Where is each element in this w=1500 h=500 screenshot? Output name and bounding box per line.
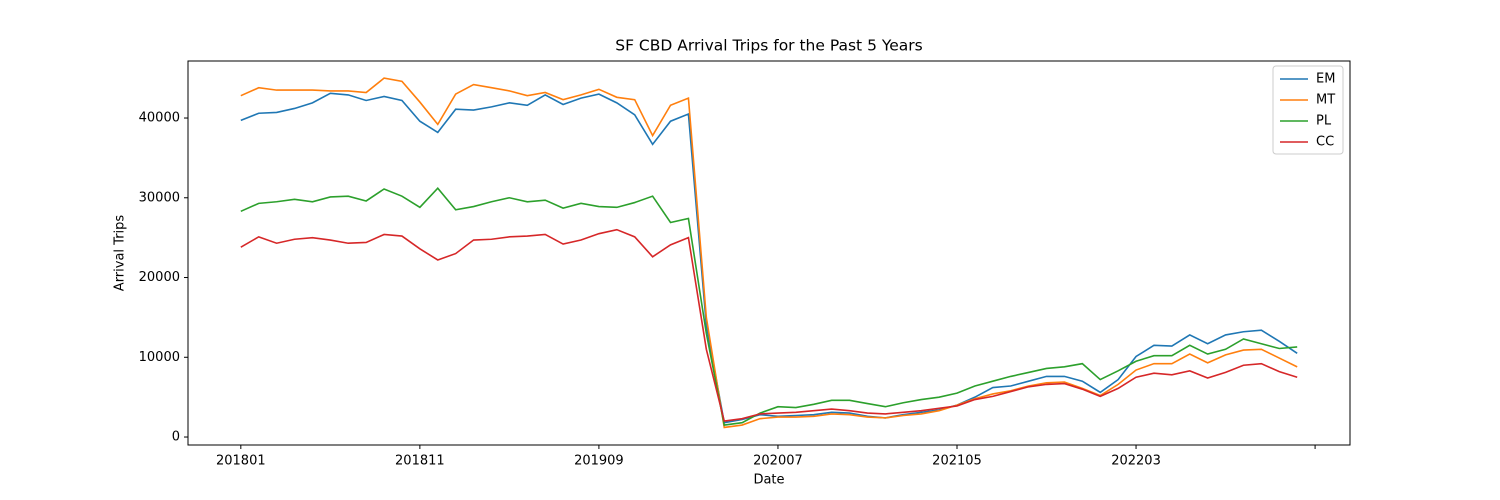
x-tick-label: 202007 xyxy=(753,454,803,469)
plot-frame xyxy=(187,60,1351,446)
y-tick-label: 30000 xyxy=(139,190,180,205)
legend-label: CC xyxy=(1316,135,1334,150)
y-tick-label: 40000 xyxy=(139,111,180,126)
x-tick-label: 201801 xyxy=(216,454,266,469)
legend-label: MT xyxy=(1316,93,1335,108)
y-tick-label: 10000 xyxy=(139,350,180,365)
series-line xyxy=(240,228,1298,422)
series-line xyxy=(240,77,1298,429)
series-line xyxy=(240,92,1298,424)
x-tick-label: 201811 xyxy=(395,454,445,469)
legend: EM MT PL CC xyxy=(1272,65,1344,155)
legend-label: EM xyxy=(1316,72,1335,87)
y-tick-label: 20000 xyxy=(139,270,180,285)
y-axis-label: Arrival Trips xyxy=(113,215,128,292)
legend-box xyxy=(1272,65,1344,155)
y-tick-label: 0 xyxy=(172,430,180,445)
chart-title: SF CBD Arrival Trips for the Past 5 Year… xyxy=(615,37,923,55)
x-tick-label: 202203 xyxy=(1111,454,1161,469)
x-tick-label: 201909 xyxy=(574,454,624,469)
series-line xyxy=(240,186,1298,426)
x-tick-label: 202105 xyxy=(932,454,982,469)
legend-label: PL xyxy=(1316,114,1332,129)
x-axis-label: Date xyxy=(753,473,784,488)
